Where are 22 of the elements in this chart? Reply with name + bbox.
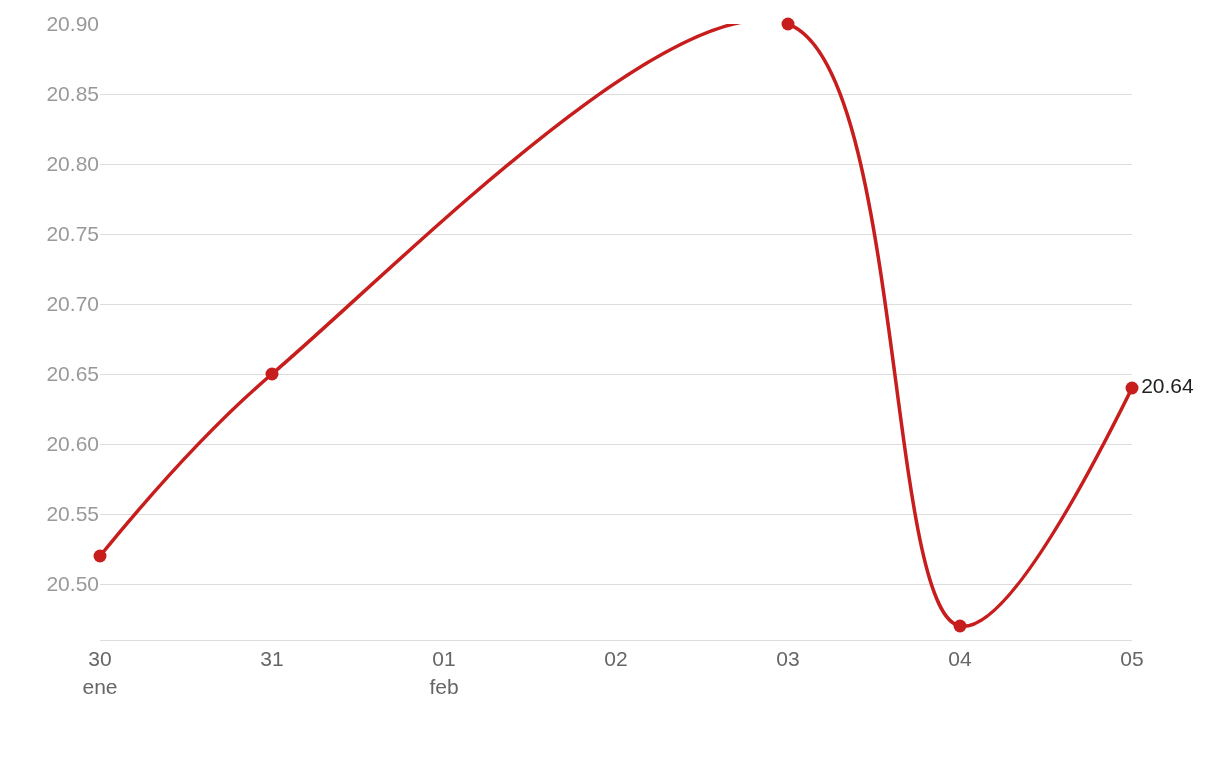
x-tick-label: 01 feb bbox=[429, 647, 459, 698]
point bbox=[1125, 381, 1139, 395]
y-tick-label: 20.50 bbox=[46, 572, 99, 596]
x-tick-label: 03 bbox=[776, 647, 800, 671]
y-tick-label: 20.80 bbox=[46, 152, 99, 176]
y-tick-label: 20.75 bbox=[46, 222, 99, 246]
y-tick-label: 20.85 bbox=[46, 82, 99, 106]
point bbox=[953, 619, 967, 633]
x-tick-label: 30 ene bbox=[82, 647, 118, 698]
y-tick-label: 20.90 bbox=[46, 12, 99, 36]
x-tick-label: 02 bbox=[604, 647, 628, 671]
y-tick-label: 20.55 bbox=[46, 502, 99, 526]
point bbox=[265, 367, 279, 381]
x-tick-label: 05 bbox=[1120, 647, 1144, 671]
y-tick-label: 20.70 bbox=[46, 292, 99, 316]
x-tick-label: 31 bbox=[260, 647, 284, 671]
data-label: 20.64 bbox=[1141, 374, 1194, 398]
y-tick-label: 20.65 bbox=[46, 362, 99, 386]
y-tick-label: 20.60 bbox=[46, 432, 99, 456]
x-tick-label: 04 bbox=[948, 647, 972, 671]
point bbox=[93, 549, 107, 563]
point bbox=[781, 17, 795, 31]
